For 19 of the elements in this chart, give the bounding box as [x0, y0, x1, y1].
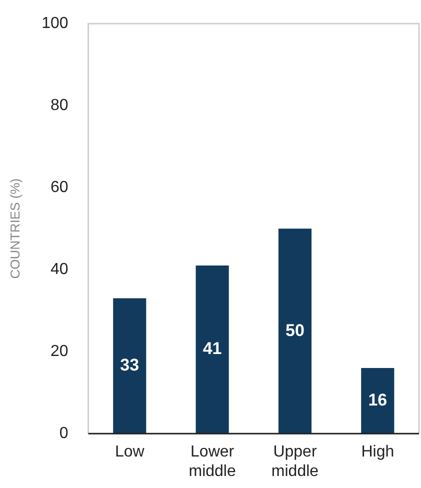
x-tick-label: Low [114, 444, 145, 461]
y-axis-title: COUNTRIES (%) [7, 178, 22, 279]
data-label: 16 [368, 390, 388, 410]
y-tick-label: 20 [50, 343, 68, 360]
data-label: 41 [202, 339, 222, 358]
data-label: 33 [120, 356, 140, 375]
x-tick-label: Upper middle [271, 444, 319, 480]
y-tick-label: 80 [50, 97, 68, 114]
x-tick-label: Lower middle [188, 444, 236, 480]
y-tick-label: 60 [50, 179, 68, 196]
y-tick-label: 40 [50, 261, 68, 278]
bar [196, 266, 229, 434]
bar [278, 228, 312, 434]
y-tick-label: 100 [42, 15, 68, 32]
bar [113, 298, 146, 434]
x-tick-label: High [361, 444, 394, 461]
bar [361, 368, 394, 434]
data-label: 50 [286, 320, 304, 340]
y-tick-label: 0 [59, 425, 68, 442]
